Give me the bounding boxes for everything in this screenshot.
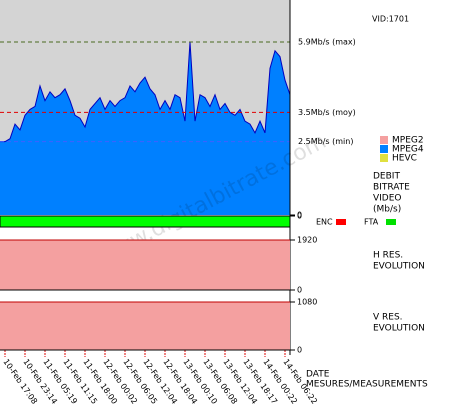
status-swatch (336, 219, 346, 225)
legend-swatch (380, 154, 388, 162)
panel-title: V RES. (373, 313, 403, 323)
legend-label: MPEG4 (392, 145, 424, 155)
status-label: ENC (316, 218, 333, 227)
status-band (0, 215, 291, 228)
status-swatch (386, 219, 396, 225)
legend-label: MPEG2 (392, 136, 424, 146)
stat-label: 5.9Mb/s (max) (298, 37, 356, 46)
y-axis-title: VIDEO (373, 194, 402, 204)
resolution-area (0, 240, 290, 290)
status-label: FTA (364, 218, 379, 227)
y-tick-label: 0 (297, 211, 302, 220)
legend-swatch (380, 136, 388, 144)
x-axis-title: MESURES/MEASUREMENTS (306, 380, 428, 390)
y-tick-label: 0 (297, 346, 302, 355)
y-tick-label: 1080 (297, 298, 317, 307)
bitrate-line (0, 41, 291, 143)
panel-title: EVOLUTION (373, 324, 425, 334)
y-tick-label: 0 (297, 212, 302, 221)
vid-label: VID:1701 (372, 15, 409, 24)
stat-label: 3.5Mb/s (moy) (298, 108, 356, 117)
y-tick-label: 1920 (297, 236, 317, 245)
y-tick-label: 0 (297, 286, 302, 295)
legend-label: HEVC (392, 154, 417, 164)
y-axis-title: (Mb/s) (373, 205, 401, 215)
y-axis-title: DEBIT (373, 172, 400, 182)
x-axis-title: DATE (306, 370, 330, 380)
stat-label: 2.5Mb/s (min) (298, 137, 353, 146)
panel-title: H RES. (373, 251, 403, 261)
legend-swatch (380, 145, 388, 153)
resolution-area (0, 302, 290, 350)
bitrate-area (0, 41, 290, 216)
y-axis-title: BITRATE (373, 183, 410, 193)
panel-title: EVOLUTION (373, 262, 425, 272)
